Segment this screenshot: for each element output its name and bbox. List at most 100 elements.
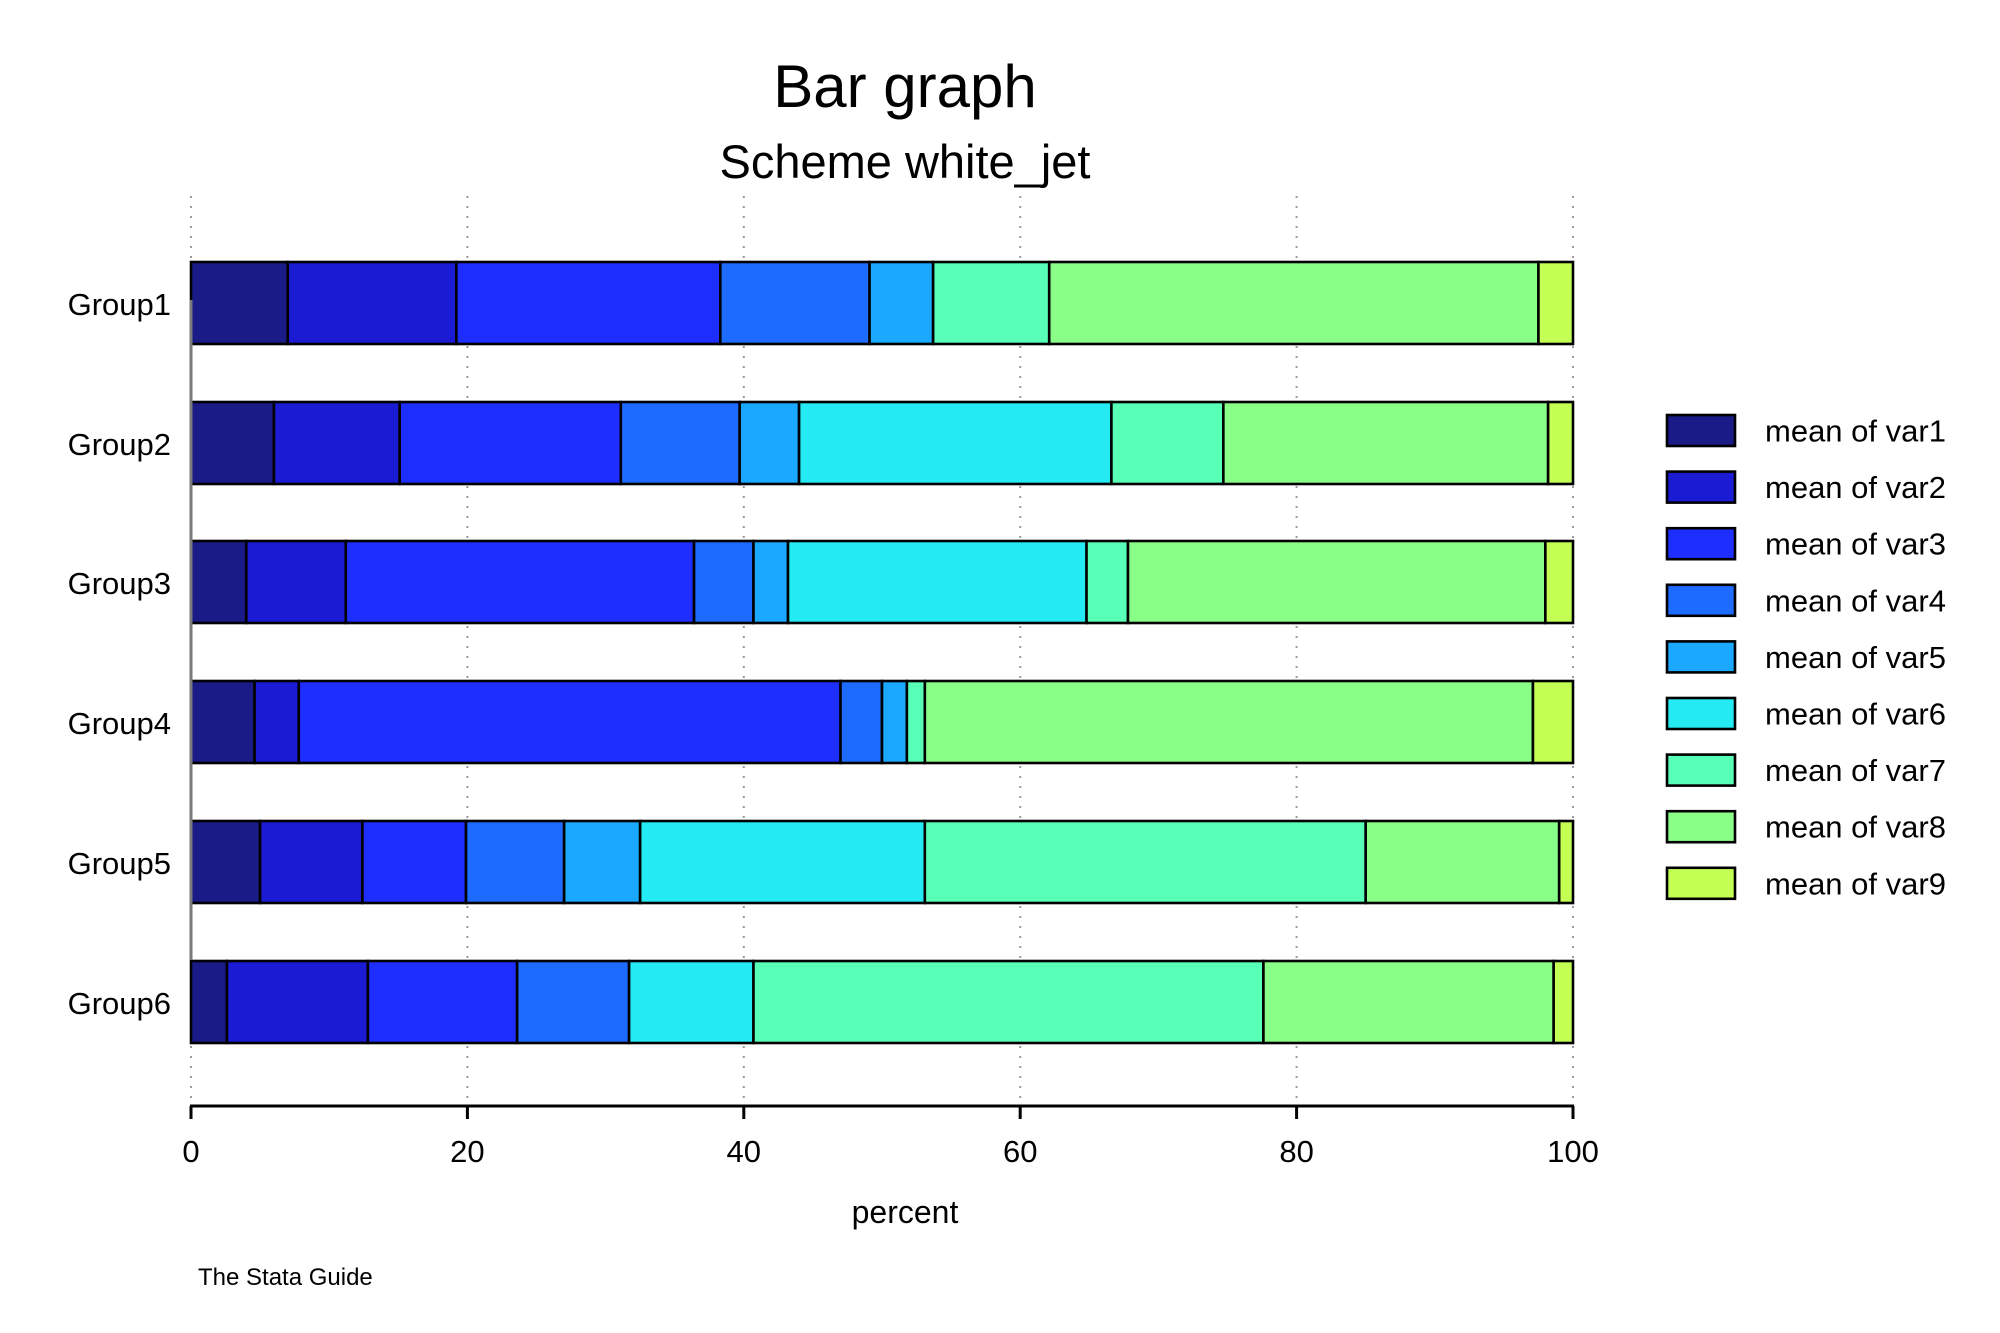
bar-segment-group6-var3 — [366, 959, 519, 1045]
bar-segment-group6-var8 — [1262, 959, 1555, 1045]
y-tick-label-group3: Group3 — [68, 566, 171, 601]
y-tick-label-group5: Group5 — [68, 846, 171, 881]
bar-segment-group4-var4 — [839, 679, 884, 765]
x-tick-label-40: 40 — [727, 1134, 761, 1169]
legend-item-var8: mean of var8 — [1665, 809, 1946, 845]
bar-group-group1 — [189, 260, 1575, 346]
bar-segment-group6-var2 — [225, 959, 370, 1045]
legend-label-var8: mean of var8 — [1765, 810, 1946, 845]
bar-group-group3 — [189, 539, 1575, 625]
x-tick-label-0: 0 — [182, 1134, 199, 1169]
bar-segment-group5-var4 — [464, 819, 566, 905]
bar-group-group6 — [189, 959, 1575, 1045]
axes: 0 20 40 60 80 100 Group1 Group2 Group3 Group4 Grou… — [68, 287, 1599, 1169]
bar-segment-group5-var5 — [562, 819, 642, 905]
legend-item-var5: mean of var5 — [1665, 640, 1946, 675]
chart-note: The Stata Guide — [198, 1264, 373, 1291]
legend-label-var4: mean of var4 — [1765, 583, 1946, 618]
bars — [189, 260, 1575, 1045]
bar-segment-group1-var1 — [189, 260, 290, 346]
bar-segment-group6-var1 — [189, 959, 229, 1045]
bar-segment-group1-var9 — [1537, 260, 1575, 346]
legend-item-var6: mean of var6 — [1665, 696, 1946, 732]
bar-segment-group5-var8 — [1364, 819, 1561, 905]
bar-segment-group3-var6 — [786, 539, 1088, 625]
legend-item-var4: mean of var4 — [1665, 583, 1946, 618]
bar-segment-group6-var6 — [627, 959, 755, 1045]
bar-segment-group5-var1 — [189, 819, 262, 905]
bar-segment-group2-var8 — [1222, 400, 1550, 486]
legend-label-var3: mean of var3 — [1765, 527, 1946, 562]
bar-segment-group1-var2 — [286, 260, 458, 346]
legend-swatch-var9 — [1665, 866, 1737, 901]
bar-segment-group2-var6 — [797, 400, 1113, 486]
legend-swatch-var8 — [1665, 809, 1737, 844]
bar-segment-group5-var6 — [638, 819, 927, 905]
legend-swatch-var1 — [1665, 413, 1737, 448]
bar-segment-group2-var9 — [1546, 400, 1575, 486]
bar-segment-group4-var1 — [189, 679, 256, 765]
bar-segment-group5-var2 — [258, 819, 364, 905]
bar-segment-group3-var3 — [344, 539, 696, 625]
bar-segment-group6-var7 — [752, 959, 1265, 1045]
legend: mean of var1 mean of var2 mean of var3 mean… — [1665, 413, 1946, 901]
bar-segment-group4-var9 — [1531, 679, 1575, 765]
y-tick-label-group1: Group1 — [68, 287, 171, 322]
bar-segment-group4-var3 — [297, 679, 842, 765]
legend-item-var1: mean of var1 — [1665, 413, 1946, 449]
bar-segment-group3-var1 — [189, 539, 248, 625]
legend-swatch-var7 — [1665, 753, 1737, 787]
bar-segment-group5-var3 — [361, 819, 468, 905]
legend-label-var7: mean of var7 — [1765, 753, 1946, 788]
bar-segment-group3-var2 — [244, 539, 348, 625]
legend-swatch-var5 — [1665, 640, 1737, 674]
bar-group-group4 — [189, 679, 1575, 765]
bar-segment-group4-var5 — [880, 679, 909, 765]
bar-segment-group1-var7 — [931, 260, 1051, 346]
bar-segment-group5-var9 — [1557, 819, 1575, 905]
bar-segment-group3-var7 — [1085, 539, 1130, 625]
bar-segment-group1-var8 — [1047, 260, 1540, 346]
legend-label-var9: mean of var9 — [1765, 866, 1946, 901]
legend-label-var1: mean of var1 — [1765, 414, 1946, 449]
bar-segment-group1-var5 — [868, 260, 935, 346]
bar-segment-group2-var3 — [398, 400, 623, 486]
x-tick-label-60: 60 — [1003, 1134, 1037, 1169]
bar-segment-group2-var7 — [1110, 400, 1225, 486]
bar-segment-group5-var7 — [923, 819, 1367, 905]
chart-title: Bar graph — [773, 53, 1037, 120]
bar-segment-group1-var3 — [455, 260, 722, 346]
bar-segment-group6-var9 — [1552, 959, 1575, 1045]
legend-swatch-var2 — [1665, 470, 1737, 504]
y-tick-label-group2: Group2 — [68, 427, 171, 462]
bar-segment-group4-var2 — [253, 679, 301, 765]
x-tick-label-100: 100 — [1547, 1134, 1599, 1169]
bar-segment-group3-var5 — [752, 539, 790, 625]
bar-segment-group6-var4 — [515, 959, 631, 1045]
legend-swatch-var6 — [1665, 696, 1737, 731]
legend-swatch-var4 — [1665, 583, 1737, 618]
legend-label-var5: mean of var5 — [1765, 640, 1946, 675]
bar-segment-group2-var5 — [738, 400, 801, 486]
bar-segment-group4-var7 — [905, 679, 927, 765]
bar-segment-group1-var4 — [719, 260, 871, 346]
chart-subtitle: Scheme white_jet — [720, 135, 1091, 188]
legend-label-var2: mean of var2 — [1765, 470, 1946, 505]
legend-item-var3: mean of var3 — [1665, 526, 1946, 562]
y-tick-label-group6: Group6 — [68, 986, 171, 1021]
x-tick-label-20: 20 — [450, 1134, 484, 1169]
legend-swatch-var3 — [1665, 526, 1737, 561]
legend-item-var9: mean of var9 — [1665, 866, 1946, 901]
bar-segment-group4-var8 — [923, 679, 1535, 765]
x-tick-label-80: 80 — [1279, 1134, 1313, 1169]
bar-segment-group2-var1 — [189, 400, 276, 486]
legend-item-var2: mean of var2 — [1665, 470, 1946, 505]
bar-segment-group3-var4 — [692, 539, 755, 625]
legend-label-var6: mean of var6 — [1765, 697, 1946, 732]
legend-item-var7: mean of var7 — [1665, 753, 1946, 788]
y-tick-label-group4: Group4 — [68, 706, 171, 741]
bar-segment-group2-var4 — [619, 400, 741, 486]
bar-group-group2 — [189, 400, 1575, 486]
